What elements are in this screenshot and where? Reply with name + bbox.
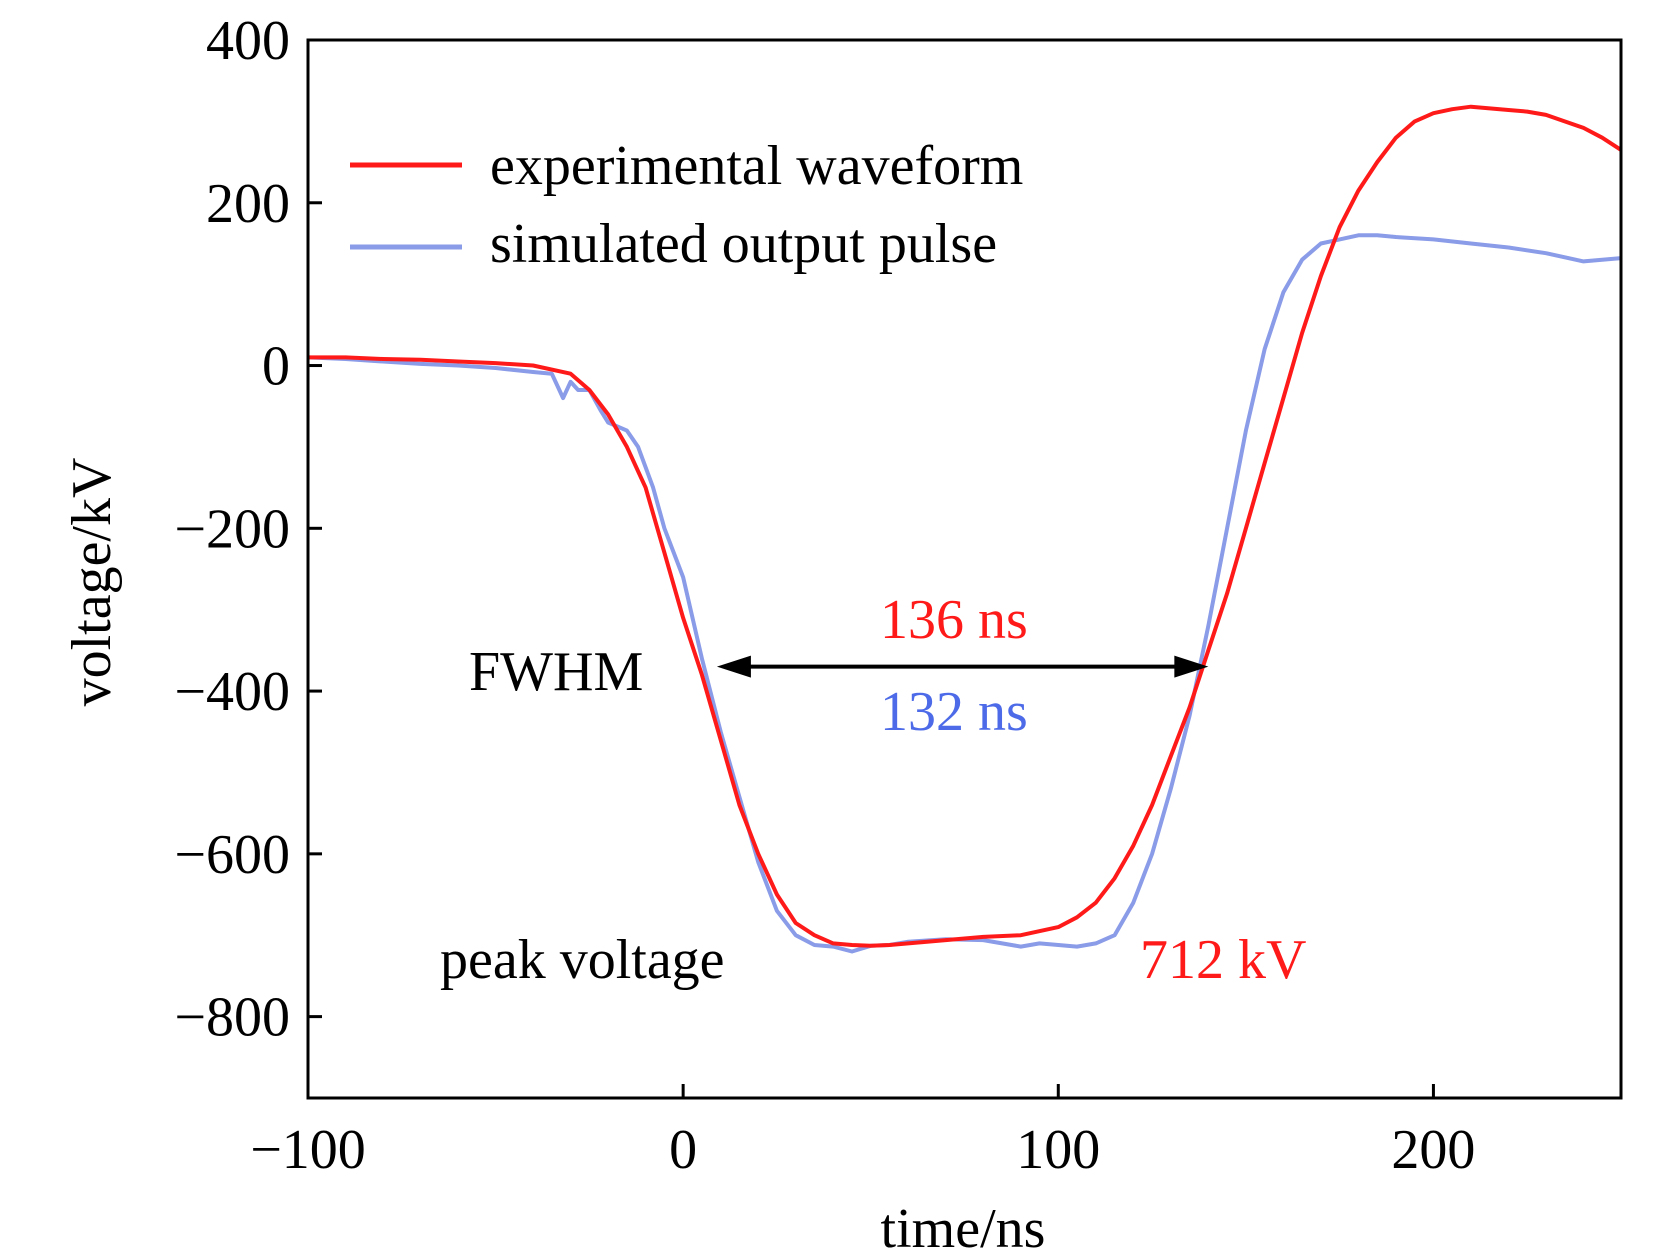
x-tick-label: −100 — [250, 1119, 366, 1181]
y-tick-label: 0 — [262, 336, 290, 398]
peak-voltage-value: 712 kV — [1140, 929, 1306, 991]
experimental-fwhm-value: 136 ns — [880, 589, 1028, 651]
legend: experimental waveform simulated output p… — [350, 135, 1023, 275]
plot-frame — [306, 38, 1623, 1100]
y-tick-label: −200 — [174, 498, 290, 560]
y-axis-title: voltage/kV — [61, 458, 123, 707]
x-axis-title: time/ns — [881, 1198, 1046, 1253]
peak-voltage-label: peak voltage — [440, 929, 725, 991]
y-tick-label: −400 — [174, 661, 290, 723]
ticks-layer: −100 0 100 200 400 200 0 −200 −400 −600 −800 — [174, 10, 1475, 1181]
legend-label-experimental: experimental waveform — [490, 135, 1023, 197]
series-line-experimental — [308, 104, 1623, 948]
x-tick-label: 0 — [669, 1119, 697, 1181]
fwhm-arrowhead-right — [1174, 655, 1209, 678]
x-tick-label: 200 — [1391, 1119, 1475, 1181]
series-layer — [307, 104, 1623, 954]
annotation-layer: FWHM 136 ns 132 ns peak voltage 712 kV — [440, 589, 1306, 991]
y-tick-label: −800 — [174, 987, 290, 1049]
y-tick-label: −600 — [174, 824, 290, 886]
y-tick-label: 200 — [206, 173, 290, 235]
fwhm-label: FWHM — [469, 641, 643, 703]
x-tick-label: 100 — [1016, 1119, 1100, 1181]
simulated-fwhm-value: 132 ns — [880, 681, 1028, 743]
y-tick-label: 400 — [206, 10, 290, 72]
legend-label-simulated: simulated output pulse — [490, 213, 997, 275]
fwhm-arrowhead-left — [716, 655, 751, 678]
